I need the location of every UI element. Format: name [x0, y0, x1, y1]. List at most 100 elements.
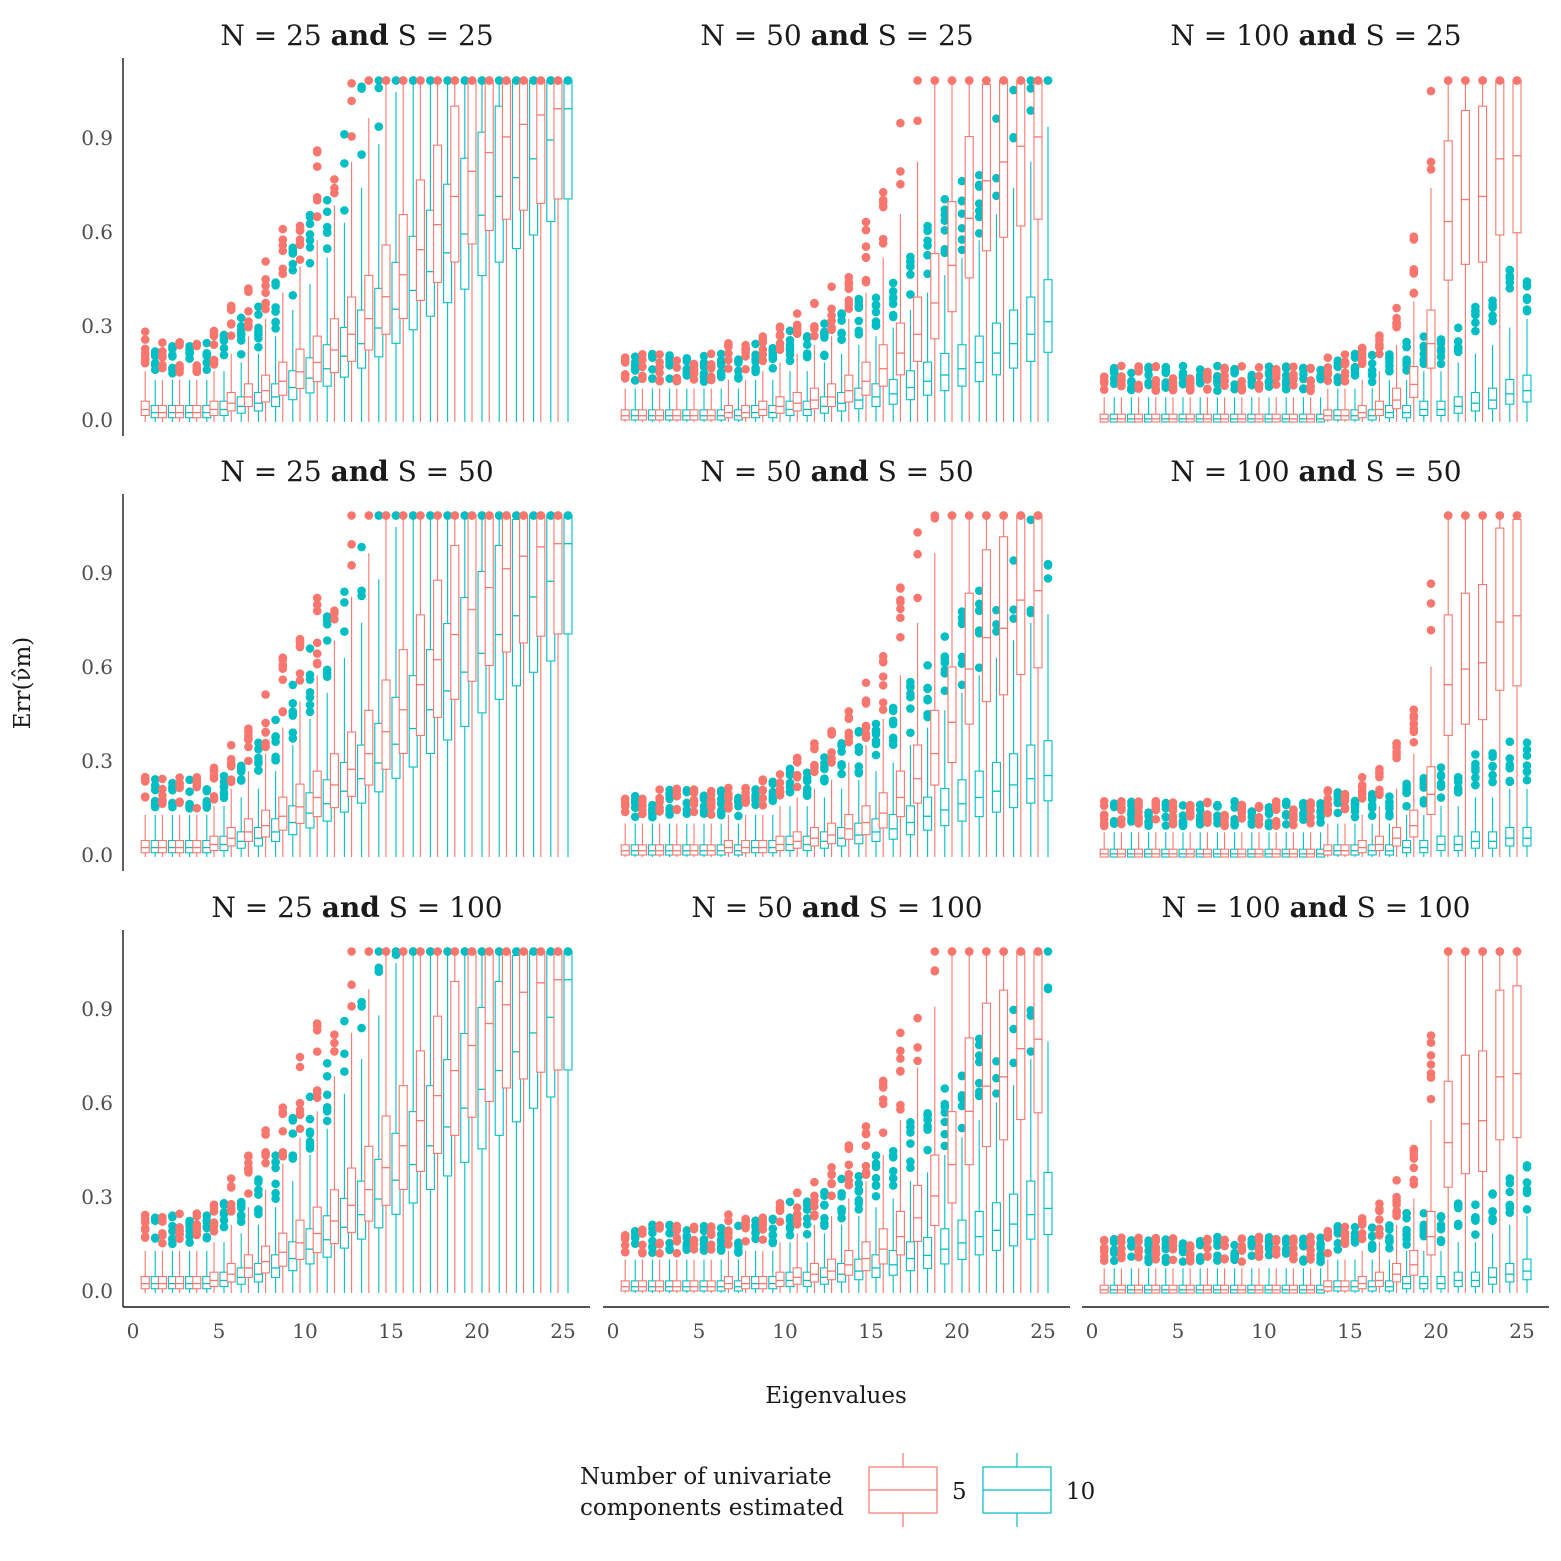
outlier-point: [1306, 382, 1315, 392]
outlier-point: [1367, 350, 1377, 360]
outlier-point: [288, 1129, 298, 1138]
outlier-point: [1402, 801, 1411, 811]
outlier-point: [202, 1211, 212, 1220]
box: [364, 1145, 374, 1222]
outlier-point: [1168, 1255, 1178, 1265]
outlier-point: [758, 793, 768, 803]
box: [1470, 391, 1480, 412]
outlier-point: [1505, 1204, 1515, 1213]
outlier-point: [1151, 362, 1161, 372]
outlier-point: [512, 947, 521, 956]
outlier-point: [261, 690, 270, 699]
outlier-point: [751, 786, 760, 795]
outlier-point: [244, 727, 253, 736]
outlier-point: [1117, 1249, 1126, 1259]
box: [261, 374, 271, 403]
box: [1323, 409, 1333, 421]
x-tick-label: 25: [550, 1319, 575, 1343]
outlier-point: [1281, 362, 1291, 371]
outlier-point: [1043, 574, 1053, 583]
panel-7: [140, 947, 573, 1293]
legend-key-10: [982, 1453, 1052, 1527]
box: [981, 83, 991, 252]
outlier-point: [322, 222, 332, 232]
outlier-point: [236, 321, 246, 331]
outlier-point: [1426, 165, 1436, 174]
outlier-point: [1385, 1243, 1394, 1253]
outlier-point: [672, 363, 682, 372]
box: [1505, 826, 1515, 847]
outlier-point: [1333, 1228, 1343, 1237]
legend: Number of univariate components estimate…: [580, 1453, 1095, 1527]
outlier-point: [295, 1098, 305, 1108]
outlier-point: [278, 240, 288, 250]
outlier-point: [896, 597, 905, 607]
box: [1306, 413, 1316, 423]
outlier-point: [295, 1124, 305, 1134]
box: [637, 409, 647, 421]
outlier-point: [913, 1043, 922, 1052]
outlier-point: [741, 344, 750, 354]
box: [1134, 848, 1144, 858]
outlier-point: [150, 361, 160, 370]
outlier-point: [391, 511, 401, 520]
box: [637, 844, 647, 856]
outlier-point: [1254, 815, 1264, 824]
panel-title: N = 100 and S = 25: [1170, 19, 1461, 52]
box: [226, 826, 236, 847]
outlier-point: [802, 1220, 812, 1229]
outlier-point: [305, 687, 315, 697]
outlier-point: [271, 278, 280, 287]
outlier-point: [837, 1205, 846, 1214]
box: [192, 1275, 202, 1290]
box: [775, 1271, 785, 1288]
box: [1426, 309, 1436, 369]
outlier-point: [699, 1226, 709, 1236]
box: [1116, 413, 1126, 423]
outlier-point: [638, 1248, 647, 1258]
outlier-point: [374, 947, 384, 956]
box: [1426, 1210, 1436, 1256]
outlier-point: [1264, 1240, 1274, 1250]
outlier-point: [1117, 804, 1126, 814]
outlier-point: [785, 1215, 795, 1225]
outlier-point: [1213, 1255, 1222, 1264]
outlier-point: [1127, 385, 1136, 395]
box: [1522, 826, 1532, 847]
outlier-point: [896, 1054, 905, 1063]
outlier-point: [295, 676, 305, 685]
outlier-point: [1436, 1213, 1446, 1222]
outlier-point: [1117, 815, 1126, 824]
outlier-point: [775, 787, 785, 796]
outlier-point: [923, 1145, 932, 1155]
legend-title-line2: components estimated: [580, 1495, 844, 1521]
outlier-point: [1033, 76, 1043, 85]
outlier-point: [261, 274, 270, 284]
outlier-point: [261, 304, 270, 314]
outlier-point: [837, 761, 846, 771]
outlier-point: [1203, 1243, 1212, 1253]
outlier-point: [175, 364, 184, 373]
outlier-point: [236, 762, 246, 772]
outlier-point: [185, 1227, 194, 1236]
outlier-point: [502, 947, 511, 956]
x-tick-label: 20: [944, 1319, 969, 1343]
outlier-point: [322, 1107, 332, 1116]
outlier-point: [1016, 947, 1026, 956]
outlier-point: [906, 692, 915, 702]
outlier-point: [288, 249, 298, 258]
outlier-point: [1144, 380, 1153, 390]
outlier-point: [1436, 346, 1446, 356]
box: [501, 79, 511, 220]
box: [209, 400, 219, 417]
box: [672, 409, 682, 421]
x-tick-label: 15: [858, 1319, 883, 1343]
box: [1470, 831, 1480, 849]
box: [467, 79, 477, 245]
y-tick-label: 0.3: [81, 314, 113, 338]
outlier-point: [1127, 1252, 1136, 1261]
outlier-point: [202, 349, 212, 359]
outlier-point: [630, 361, 640, 370]
box: [1436, 835, 1446, 852]
outlier-point: [947, 947, 957, 956]
